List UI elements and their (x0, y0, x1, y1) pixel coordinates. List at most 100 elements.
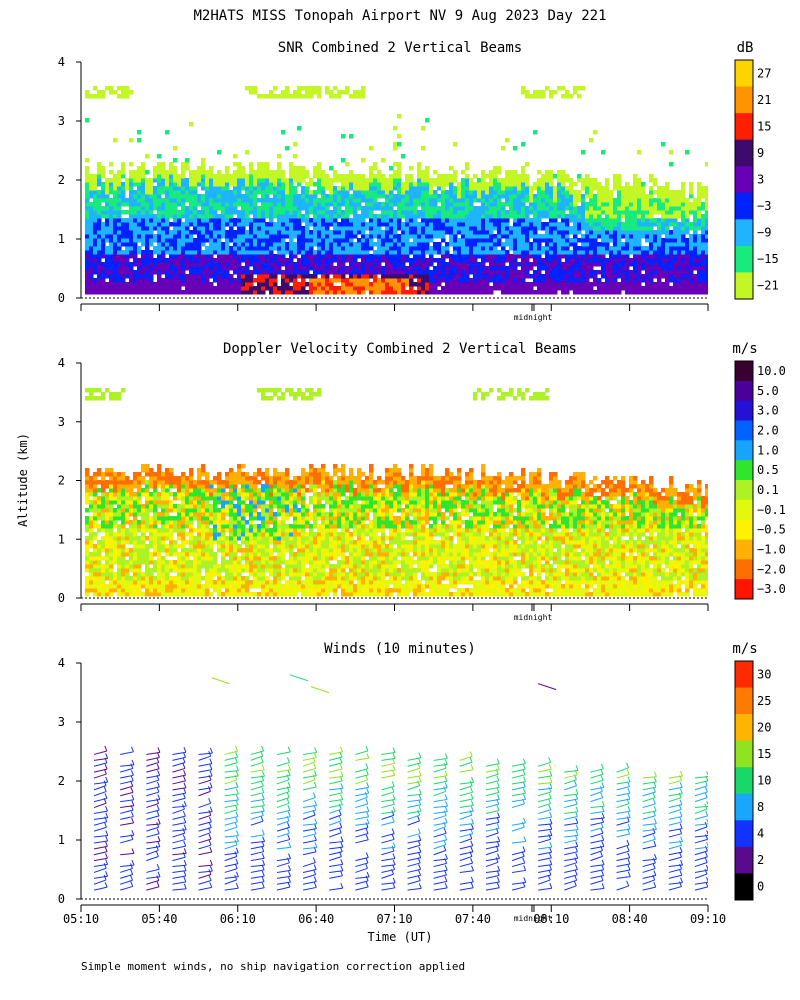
snr-cell (385, 258, 390, 263)
snr-cell (425, 246, 430, 251)
snr-cell (493, 266, 498, 271)
snr-cell (313, 254, 318, 259)
snr-cell (129, 238, 134, 243)
snr-cell (213, 270, 218, 275)
snr-cell (277, 242, 282, 247)
doppler-cell (121, 504, 126, 509)
snr-cell (441, 262, 446, 267)
snr-cell (477, 246, 482, 251)
snr-cell (425, 206, 430, 211)
snr-cell (401, 210, 406, 215)
snr-cell (221, 266, 226, 271)
snr-cell (353, 254, 358, 259)
snr-cell (269, 254, 274, 259)
snr-cell (637, 242, 642, 247)
snr-cell (485, 242, 490, 247)
snr-cell (617, 182, 622, 187)
snr-cell (421, 278, 426, 283)
snr-cell (617, 174, 622, 179)
snr-cell (581, 186, 586, 191)
snr-cell (97, 278, 102, 283)
snr-cell (349, 222, 354, 227)
snr-cell (657, 266, 662, 271)
snr-cell (441, 214, 446, 219)
snr-cell (97, 174, 102, 179)
snr-cell (229, 286, 234, 291)
snr-cell (469, 218, 474, 223)
snr-cell (373, 230, 378, 235)
snr-cell (473, 210, 478, 215)
snr-cell (645, 210, 650, 215)
snr-cell (85, 118, 90, 123)
snr-cell (541, 90, 546, 95)
snr-cell (617, 206, 622, 211)
doppler-cell (117, 576, 122, 581)
doppler-cell (89, 588, 94, 593)
snr-cell (589, 214, 594, 219)
snr-cell (417, 234, 422, 239)
snr-cell (557, 234, 562, 239)
snr-cell (429, 290, 434, 295)
snr-cell (121, 218, 126, 223)
snr-cell (633, 190, 638, 195)
snr-cell (509, 270, 514, 275)
snr-cell (89, 206, 94, 211)
snr-cell (505, 174, 510, 179)
snr-cell (149, 190, 154, 195)
snr-cell (537, 246, 542, 251)
snr-cell (225, 254, 230, 259)
snr-cell (649, 262, 654, 267)
snr-cell (225, 190, 230, 195)
snr-cell (221, 174, 226, 179)
snr-cell (449, 166, 454, 171)
snr-cell (565, 238, 570, 243)
snr-cell (237, 262, 242, 267)
snr-cell (605, 262, 610, 267)
snr-cell (669, 194, 674, 199)
snr-cell (345, 270, 350, 275)
snr-cell (297, 194, 302, 199)
snr-cell (521, 242, 526, 247)
snr-cell (293, 194, 298, 199)
snr-cell (445, 206, 450, 211)
snr-cell (125, 270, 130, 275)
snr-cell (689, 282, 694, 287)
snr-cell (285, 198, 290, 203)
snr-cell (169, 238, 174, 243)
snr-cell (357, 198, 362, 203)
snr-cell (633, 262, 638, 267)
snr-cell (673, 262, 678, 267)
snr-cell (253, 222, 258, 227)
snr-cell (113, 250, 118, 255)
snr-cell (277, 162, 282, 167)
snr-cell (545, 258, 550, 263)
snr-cell (497, 186, 502, 191)
snr-cell (585, 270, 590, 275)
snr-cell (237, 278, 242, 283)
snr-cell (617, 266, 622, 271)
snr-cell (145, 230, 150, 235)
snr-cell (461, 170, 466, 175)
snr-cell (353, 270, 358, 275)
snr-cell (481, 182, 486, 187)
snr-cell (673, 286, 678, 291)
snr-cell (365, 202, 370, 207)
snr-cell (565, 178, 570, 183)
snr-cell (673, 250, 678, 255)
snr-cell (693, 250, 698, 255)
snr-cell (493, 258, 498, 263)
snr-cell (93, 222, 98, 227)
snr-cell (653, 266, 658, 271)
snr-cell (217, 274, 222, 279)
snr-cell (181, 162, 186, 167)
snr-cell (457, 226, 462, 231)
snr-cell (669, 150, 674, 155)
snr-cell (617, 242, 622, 247)
snr-cell (149, 250, 154, 255)
snr-cell (609, 274, 614, 279)
snr-cell (169, 234, 174, 239)
snr-cell (93, 282, 98, 287)
snr-cell (513, 174, 518, 179)
snr-cell (241, 194, 246, 199)
snr-cell (329, 222, 334, 227)
